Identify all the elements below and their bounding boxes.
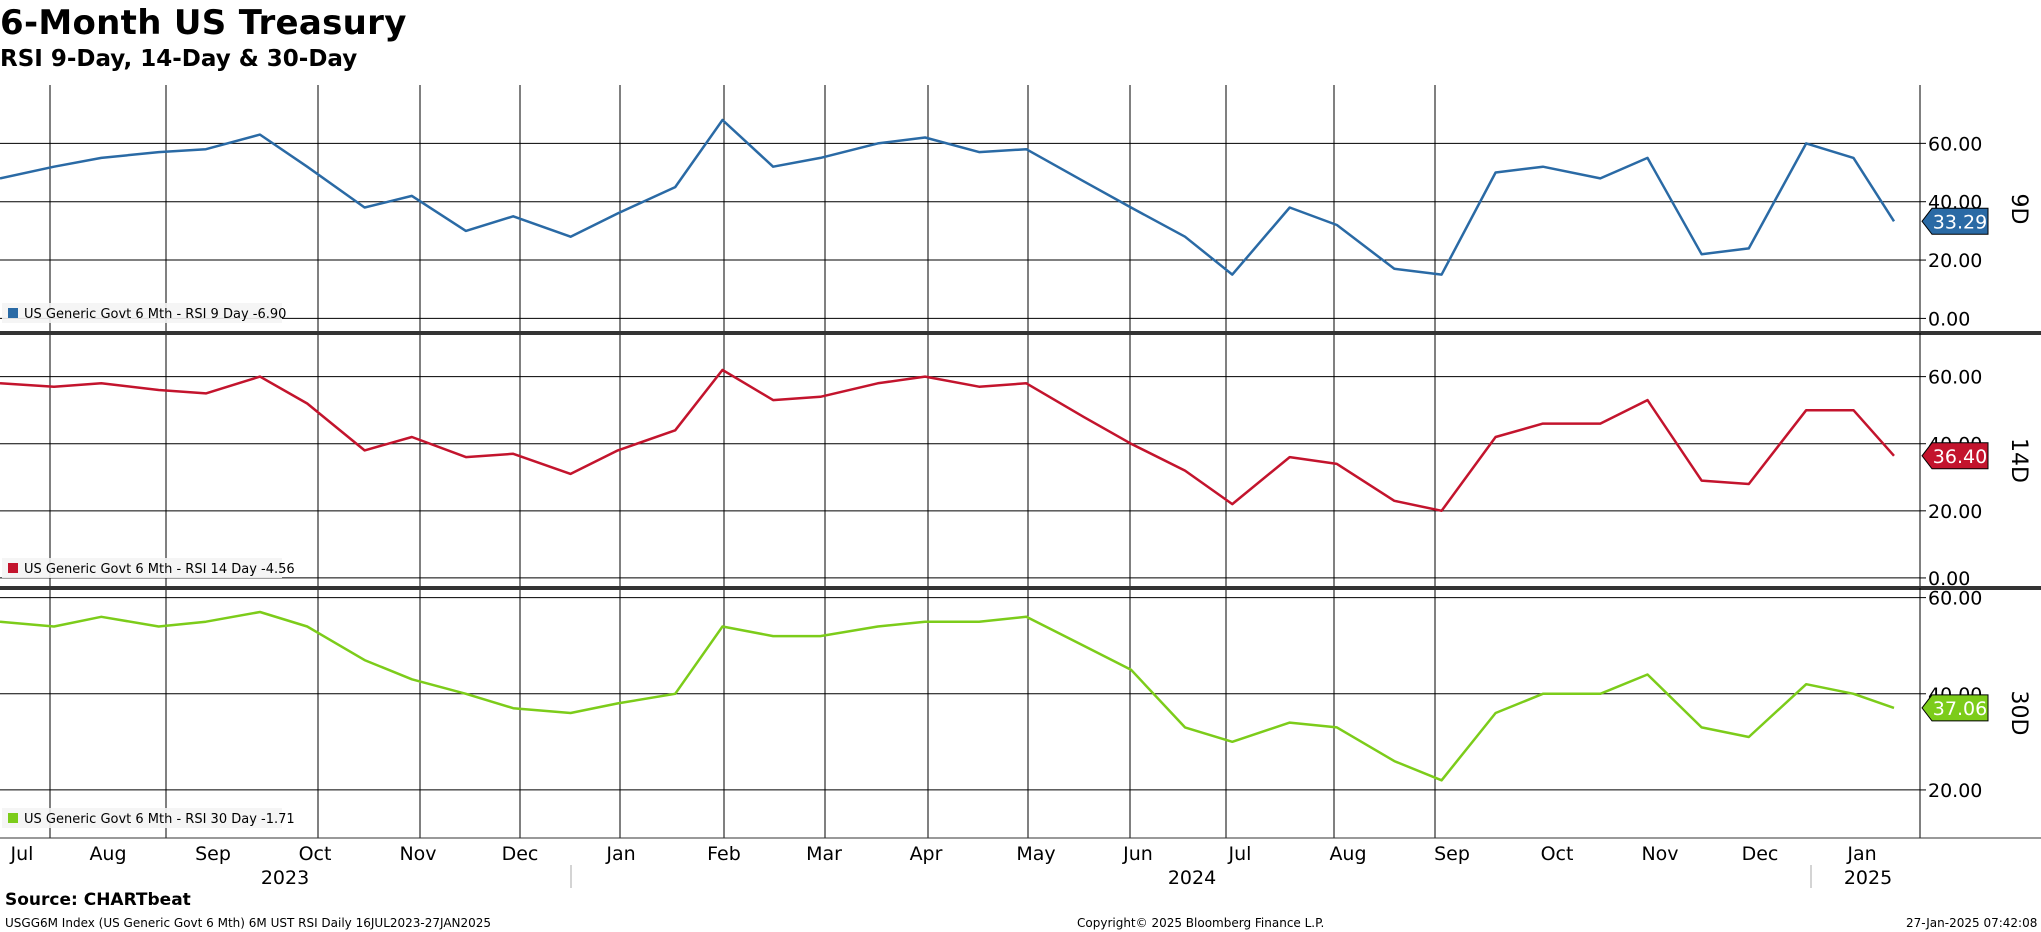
x-tick-label: Oct [1541,843,1574,865]
x-tick-label: Dec [1742,843,1779,865]
x-tick-label: Jun [1122,843,1153,865]
legend-box [2,558,282,578]
series-line-9D [0,118,1896,276]
chart-title: 6-Month US Treasury [0,3,407,43]
series-line-30D [0,610,1895,782]
x-tick-label: Sep [1434,843,1470,865]
panel-label-30D: 30D [2006,691,2031,736]
x-tick-label: Apr [910,843,943,865]
legend-label: US Generic Govt 6 Mth - RSI 9 Day -6.90 [24,307,286,322]
x-tick-label: Oct [299,843,332,865]
legend-label: US Generic Govt 6 Mth - RSI 30 Day -1.71 [24,812,295,827]
x-tick-label: Sep [195,843,231,865]
x-tick-label: Aug [1329,843,1366,865]
x-tick-label: Jan [605,843,635,865]
x-tick-label: Aug [89,843,126,865]
series-line-14D [0,368,1895,513]
x-tick-label: Dec [502,843,539,865]
legend-swatch [8,308,18,318]
chart-subtitle: RSI 9-Day, 14-Day & 30-Day [0,46,358,72]
x-tick-label: Nov [399,843,436,865]
x-year-label: 2023 [261,867,309,889]
last-value-badge [1921,694,1989,722]
x-tick-label: Feb [707,843,741,865]
last-value-label: 36.40 [1933,446,1987,468]
x-tick-label: May [1016,843,1055,865]
y-tick-label: 0.00 [1928,308,1970,330]
legend-label: US Generic Govt 6 Mth - RSI 14 Day -4.56 [24,562,295,577]
chart-labels: Jul Aug Sep Oct Nov Dec Jan Feb Mar Apr May Jun Jul A… [2,133,2031,889]
footer-copyright: Copyright© 2025 Bloomberg Finance L.P. [1077,916,1325,930]
last-value-label: 33.29 [1933,211,1987,233]
last-value-label: 37.06 [1933,698,1987,720]
y-tick-label: 0.00 [1928,568,1970,590]
y-tick-label: 20.00 [1928,780,1982,802]
last-value-badge [1921,442,1989,470]
y-tick-label: 60.00 [1928,588,1982,610]
y-tick-label: 60.00 [1928,133,1982,155]
panel-label-9D: 9D [2006,194,2031,225]
legend-swatch [8,563,18,573]
legend-box [2,303,282,323]
x-tick-label: Jul [10,843,34,865]
footer-timestamp: 27-Jan-2025 07:42:08 [1906,916,2038,930]
x-tick-label: Jan [1846,843,1876,865]
last-value-badge [1921,207,1989,235]
y-tick-label: 60.00 [1928,367,1982,389]
legend-swatch [8,813,18,823]
x-tick-label: Nov [1641,843,1678,865]
x-year-label: 2024 [1168,867,1216,889]
source-label: Source: CHARTbeat [5,890,191,910]
x-year-label: 2025 [1844,867,1892,889]
x-tick-label: Jul [1228,843,1252,865]
panel-label-14D: 14D [2006,438,2031,483]
chart-grid [0,85,2041,888]
legend-box [2,808,282,828]
x-tick-label: Mar [806,843,842,865]
y-tick-label: 20.00 [1928,250,1982,272]
footer-ticker-info: USGG6M Index (US Generic Govt 6 Mth) 6M … [5,916,492,930]
y-tick-label: 20.00 [1928,501,1982,523]
chart-lines [0,118,1896,782]
